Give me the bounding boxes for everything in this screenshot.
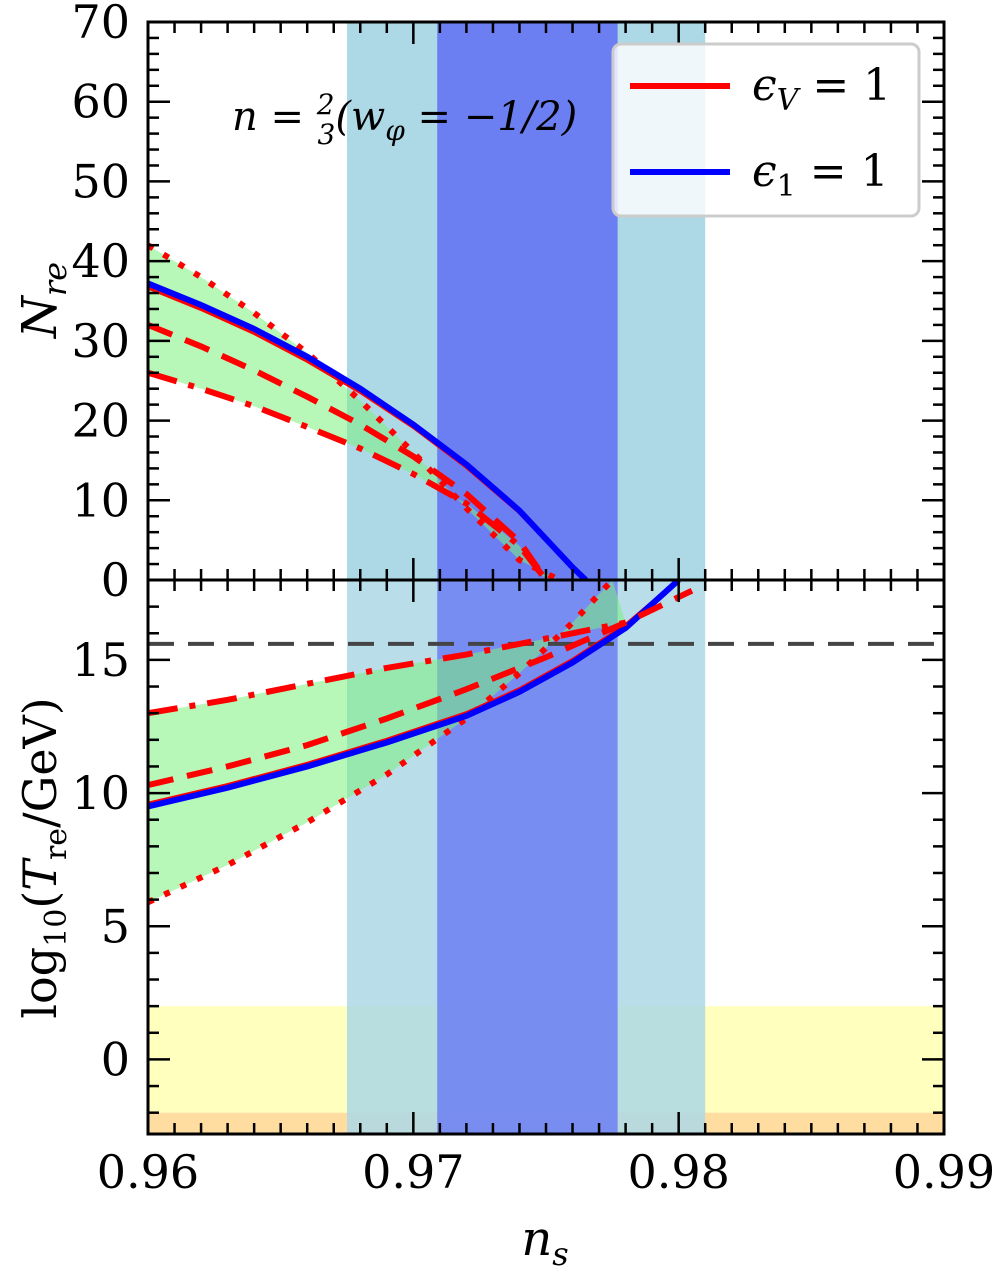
y-tick-label-top: 10 (71, 473, 130, 527)
series-dashed-3 (148, 587, 694, 789)
y-tick-label-bottom: 0 (101, 1032, 130, 1086)
y-axis-label-bottom: log10(Tre/GeV) (13, 697, 74, 1018)
series-dashdot-4 (148, 369, 549, 580)
top-lines (148, 242, 588, 580)
y-tick-label-top: 0 (101, 553, 130, 607)
x-tick-label: 0.97 (362, 1145, 464, 1199)
y-tick-label-bottom: 5 (101, 899, 130, 953)
annotation: n = 2 3(wφ = −1/2) (232, 88, 577, 151)
y-tick-label-top: 50 (71, 154, 130, 208)
series-solid-2 (148, 280, 588, 580)
band-narrow (437, 22, 618, 580)
legend: ϵV = 1 ϵ1 = 1 (611, 42, 921, 218)
series-dashdot-4 (148, 619, 627, 717)
y-tick-label-top: 60 (71, 75, 130, 129)
tick-labels: 0.96 0.97 0.98 0.99 0 10 20 30 40 50 60 70 0 5 10 15 (71, 0, 995, 1199)
y-tick-label-bottom: 15 (71, 633, 130, 687)
legend-label-eps1: ϵ1 = 1 (752, 146, 889, 204)
x-tick-label: 0.98 (627, 1145, 729, 1199)
y-axis-label-top: Nre (12, 262, 74, 339)
y-tick-label-bottom: 10 (71, 766, 130, 820)
y-tick-label-top: 20 (71, 394, 130, 448)
x-tick-label: 0.99 (893, 1145, 995, 1199)
y-tick-label-top: 40 (71, 234, 130, 288)
x-tick-label: 0.96 (97, 1145, 199, 1199)
bottom-bands (148, 580, 944, 1134)
y-tick-label-top: 70 (71, 0, 130, 49)
y-tick-label-top: 30 (71, 314, 130, 368)
axes-ticks (146, 20, 946, 1134)
series-dashed-3 (148, 322, 549, 580)
legend-label-epsV: ϵV = 1 (752, 60, 891, 118)
bottom-lines (148, 580, 944, 905)
series-solid-2 (148, 580, 681, 810)
x-axis-label: ns (521, 1211, 568, 1271)
